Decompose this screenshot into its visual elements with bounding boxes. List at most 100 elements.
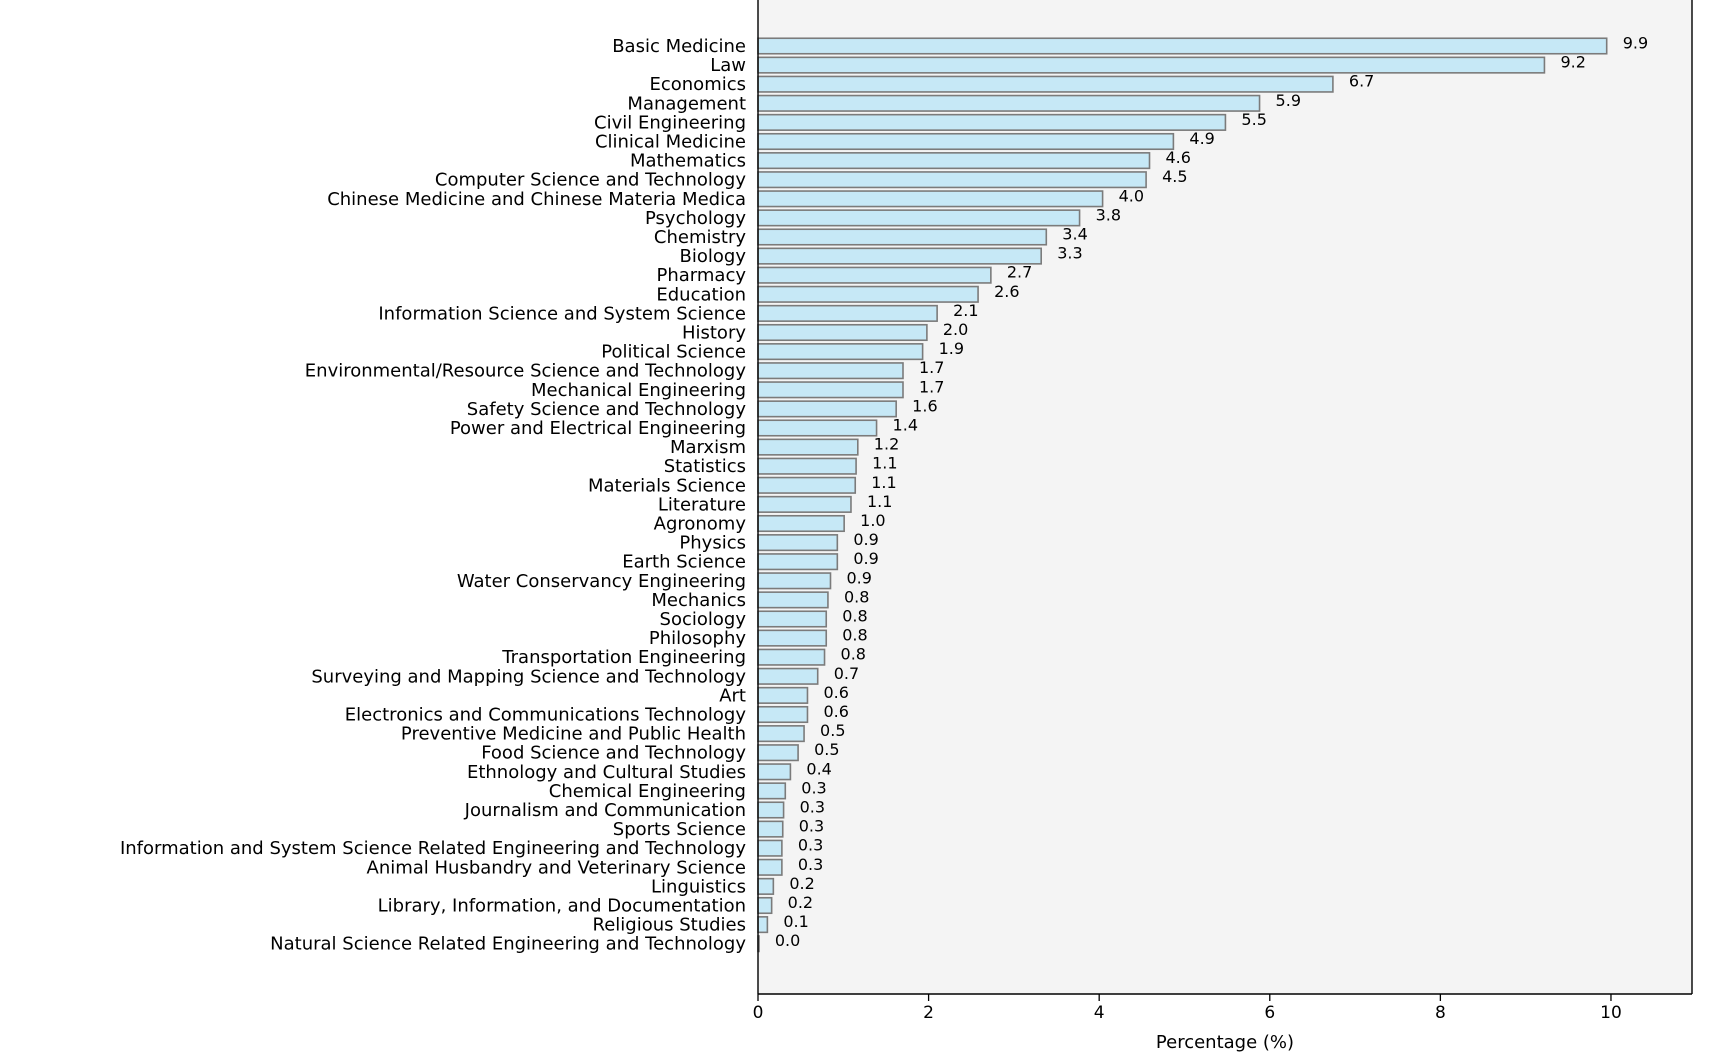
value-label: 1.0 <box>860 511 885 530</box>
bar <box>757 400 897 418</box>
value-label: 1.1 <box>871 473 896 492</box>
bar <box>757 858 783 876</box>
category-label: Linguistics <box>651 876 746 897</box>
bar <box>757 323 928 342</box>
value-label: 3.3 <box>1057 244 1082 263</box>
category-label: Mechanics <box>651 590 746 611</box>
value-label: 1.6 <box>912 396 937 415</box>
category-label: Education <box>656 284 746 305</box>
value-label: 0.3 <box>798 855 823 874</box>
bar <box>757 629 828 647</box>
category-label: Preventive Medicine and Public Health <box>401 724 746 745</box>
value-label: 2.0 <box>943 320 968 339</box>
category-label: History <box>682 323 746 344</box>
bar <box>757 801 785 819</box>
category-label: Safety Science and Technology <box>467 399 747 420</box>
category-label: Religious Studies <box>593 915 747 936</box>
bar <box>757 362 904 380</box>
category-label: Marxism <box>670 437 746 458</box>
bar <box>757 572 832 590</box>
category-label: Library, Information, and Documentation <box>378 896 746 917</box>
category-label: Art <box>719 685 746 706</box>
category-label: Information Science and System Science <box>378 303 746 324</box>
bar <box>757 782 787 800</box>
value-label: 0.4 <box>806 759 831 778</box>
bar <box>757 916 769 934</box>
bar <box>757 514 845 533</box>
category-label: Electronics and Communications Technolog… <box>345 705 747 726</box>
bar <box>757 820 784 838</box>
category-label: Environmental/Resource Science and Techn… <box>305 361 747 382</box>
value-label: 0.3 <box>798 836 823 855</box>
bar <box>757 877 775 895</box>
category-label: Chemical Engineering <box>549 781 746 802</box>
category-label: Journalism and Communication <box>464 800 746 821</box>
category-label: Sociology <box>660 609 747 630</box>
category-label: Materials Science <box>588 475 746 496</box>
bar <box>757 686 809 704</box>
value-label: 1.1 <box>867 492 892 511</box>
value-label: 1.2 <box>874 435 899 454</box>
bar <box>757 896 773 915</box>
bar <box>757 476 857 494</box>
category-label: Statistics <box>664 456 746 477</box>
bar <box>757 132 1175 151</box>
value-label: 4.6 <box>1166 148 1191 167</box>
category-label: Animal Husbandry and Veterinary Science <box>367 857 747 878</box>
category-label: Economics <box>649 74 746 95</box>
value-label: 0.6 <box>823 702 848 721</box>
bar <box>757 75 1334 93</box>
value-label: 1.7 <box>919 377 944 396</box>
value-label: 9.2 <box>1560 53 1585 72</box>
x-axis-title: Percentage (%) <box>1156 1032 1294 1053</box>
category-label: Surveying and Mapping Science and Techno… <box>311 666 746 687</box>
value-label: 0.8 <box>842 626 867 645</box>
bar <box>757 763 792 781</box>
category-label: Civil Engineering <box>594 112 746 133</box>
value-label: 2.7 <box>1007 263 1032 282</box>
bar <box>757 438 859 456</box>
bar <box>757 534 839 552</box>
bar <box>757 285 979 303</box>
bar <box>757 171 1147 189</box>
value-label: 1.4 <box>893 416 918 435</box>
value-label: 0.8 <box>844 587 869 606</box>
category-label: Mechanical Engineering <box>531 380 746 401</box>
value-label: 0.9 <box>853 549 878 568</box>
category-label: Physics <box>679 533 746 554</box>
bar <box>757 113 1227 131</box>
category-label: Computer Science and Technology <box>435 170 746 191</box>
bar <box>757 247 1042 265</box>
bar <box>757 94 1261 112</box>
category-label: Pharmacy <box>657 265 747 286</box>
bar <box>757 591 829 609</box>
category-label: Natural Science Related Engineering and … <box>270 934 746 955</box>
bar <box>757 304 938 322</box>
value-label: 4.5 <box>1162 167 1187 186</box>
x-tick-label: 6 <box>1264 1003 1275 1023</box>
category-label: Basic Medicine <box>612 36 746 57</box>
x-tick-label: 0 <box>753 1003 764 1023</box>
x-axis-ticks-group: 0 2 4 6 8 10 <box>753 994 1622 1023</box>
category-labels-group: Basic MedicineLawEconomicsManagementCivi… <box>120 36 746 955</box>
value-label: 3.4 <box>1062 225 1087 244</box>
value-label: 0.3 <box>800 798 825 817</box>
bar <box>757 457 857 475</box>
category-label: Power and Electrical Engineering <box>450 418 746 439</box>
category-label: Agronomy <box>654 514 747 535</box>
bar <box>757 228 1048 246</box>
x-tick-label: 4 <box>1094 1003 1105 1023</box>
category-label: Earth Science <box>622 552 746 573</box>
category-label: Ethnology and Cultural Studies <box>467 762 746 783</box>
category-label: Information and System Science Related E… <box>120 838 746 859</box>
bar <box>757 209 1081 227</box>
value-label: 2.6 <box>994 282 1019 301</box>
category-label: Transportation Engineering <box>501 647 746 668</box>
bar <box>757 495 852 513</box>
value-label: 0.9 <box>853 530 878 549</box>
value-label: 0.5 <box>820 721 845 740</box>
category-label: Clinical Medicine <box>595 132 746 153</box>
bar <box>757 705 809 724</box>
bar <box>757 37 1608 55</box>
